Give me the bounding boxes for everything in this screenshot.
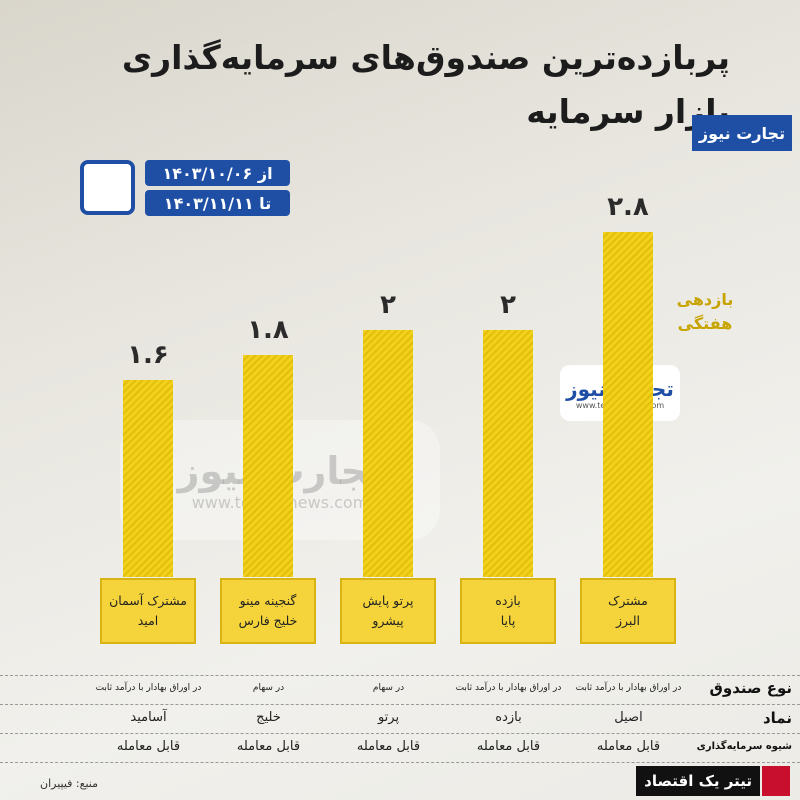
category-label: پرتو پایش پیشرو (340, 578, 436, 644)
slogan-mark (762, 766, 790, 796)
table-cell: آسامید (130, 710, 167, 725)
table-cell: قابل معامله (476, 739, 541, 754)
table-cell: در اوراق بهادار با درآمد ثابت (455, 683, 562, 693)
category-label: مشترک البرز (580, 578, 676, 644)
value-label: ۲ (500, 290, 516, 321)
table-separator (0, 675, 800, 676)
source: منبع: فیپیران (40, 777, 99, 790)
brand-badge: تجارت نیوز (692, 115, 792, 151)
table-cell: قابل معامله (116, 739, 181, 754)
table-separator (0, 733, 800, 734)
table-cell: در سهام (252, 683, 285, 693)
date-from: از ۱۴۰۳/۱۰/۰۶ (145, 160, 290, 186)
table-separator (0, 704, 800, 705)
row-header: نماد (762, 709, 792, 727)
bar (483, 330, 533, 577)
y-axis-label: بازدهی هفتگی (676, 290, 734, 333)
value-label: ۱.۸ (247, 315, 289, 345)
category-label: گنجینه مینو خلیج فارس (220, 578, 316, 644)
date-to: تا ۱۴۰۳/۱۱/۱۱ (145, 190, 290, 216)
calendar-icon (80, 160, 135, 215)
table-cell: در سهام (372, 683, 405, 693)
table-cell: بازده (495, 710, 522, 725)
category-label: بازده پایا (460, 578, 556, 644)
table-separator (0, 762, 800, 763)
value-label: ۱.۶ (127, 339, 169, 370)
bar (243, 355, 293, 577)
row-header: نوع صندوق (709, 679, 792, 697)
table-cell: قابل معامله (356, 739, 421, 754)
row-header: شیوه سرمایه‌گذاری (696, 741, 792, 752)
table-cell: قابل معامله (236, 739, 301, 754)
bar (603, 231, 653, 577)
slogan: تیتر یک اقتصاد (636, 766, 760, 796)
bar (123, 379, 173, 577)
value-label: ۲ (380, 290, 396, 321)
table-cell: اصیل (614, 710, 643, 725)
table-cell: خلیج (256, 710, 281, 725)
table-cell: پرتو (377, 710, 400, 725)
chart-title: پربازده‌ترین صندوق‌های سرمایه‌گذاری (121, 38, 730, 77)
category-label: مشترک آسمان امید (100, 578, 196, 644)
value-label: ۲.۸ (607, 191, 649, 222)
bar (363, 330, 413, 577)
table-cell: در اوراق بهادار با درآمد ثابت (575, 683, 682, 693)
table-cell: قابل معامله (596, 739, 661, 754)
table-cell: در اوراق بهادار با درآمد ثابت (95, 683, 202, 693)
